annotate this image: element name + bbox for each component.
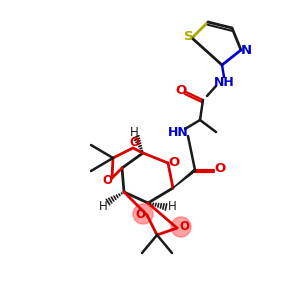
Text: O: O bbox=[168, 155, 180, 169]
Text: S: S bbox=[184, 31, 194, 44]
Text: O: O bbox=[214, 163, 226, 176]
Text: H: H bbox=[130, 125, 138, 139]
Text: O: O bbox=[102, 173, 112, 187]
Text: O: O bbox=[129, 136, 139, 149]
Text: H: H bbox=[99, 200, 107, 214]
Text: O: O bbox=[179, 220, 189, 233]
Text: HN: HN bbox=[168, 125, 188, 139]
Circle shape bbox=[171, 217, 191, 237]
Text: O: O bbox=[135, 208, 145, 220]
Polygon shape bbox=[173, 169, 196, 188]
Circle shape bbox=[133, 204, 153, 224]
Text: H: H bbox=[168, 200, 176, 214]
Text: N: N bbox=[240, 44, 252, 56]
Text: O: O bbox=[176, 85, 187, 98]
Text: NH: NH bbox=[214, 76, 234, 88]
